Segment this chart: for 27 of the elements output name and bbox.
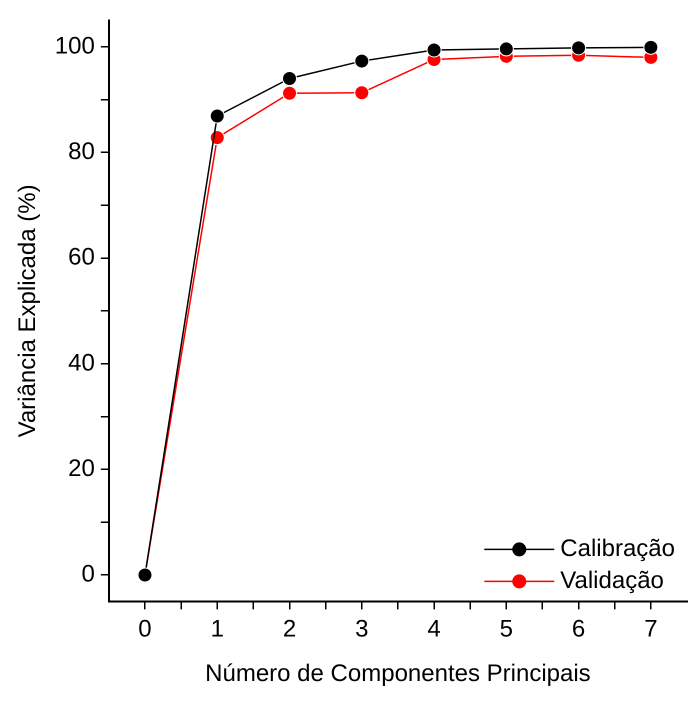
point — [210, 108, 225, 124]
x-tick-label: 7 — [644, 615, 658, 642]
point — [354, 54, 370, 69]
point — [571, 40, 586, 56]
x-tick-label: 0 — [138, 615, 152, 642]
legend-label: Calibração — [560, 535, 676, 562]
x-tick-label: 6 — [572, 615, 586, 642]
x-tick-label: 5 — [500, 615, 514, 642]
x-axis-title: Número de Componentes Principais — [205, 660, 591, 688]
point — [498, 41, 514, 56]
x-tick-label: 4 — [427, 615, 441, 642]
x-tick-label: 3 — [355, 615, 368, 642]
y-tick-label: 100 — [54, 32, 95, 60]
x-tick-label: 1 — [210, 615, 224, 642]
y-tick-label: 80 — [68, 138, 95, 166]
y-tick-label: 60 — [68, 244, 95, 271]
y-tick-label: 40 — [68, 349, 95, 376]
x-tick-label: 2 — [282, 615, 296, 642]
y-tick-label: 0 — [81, 560, 95, 588]
point — [426, 42, 442, 58]
legend-label: Validação — [560, 567, 664, 594]
y-tick-label: 20 — [68, 454, 95, 482]
point — [354, 85, 370, 100]
point — [643, 40, 658, 55]
point — [282, 86, 298, 101]
y-axis-title: Variância Explicada (%) — [14, 184, 42, 438]
point — [282, 71, 298, 86]
